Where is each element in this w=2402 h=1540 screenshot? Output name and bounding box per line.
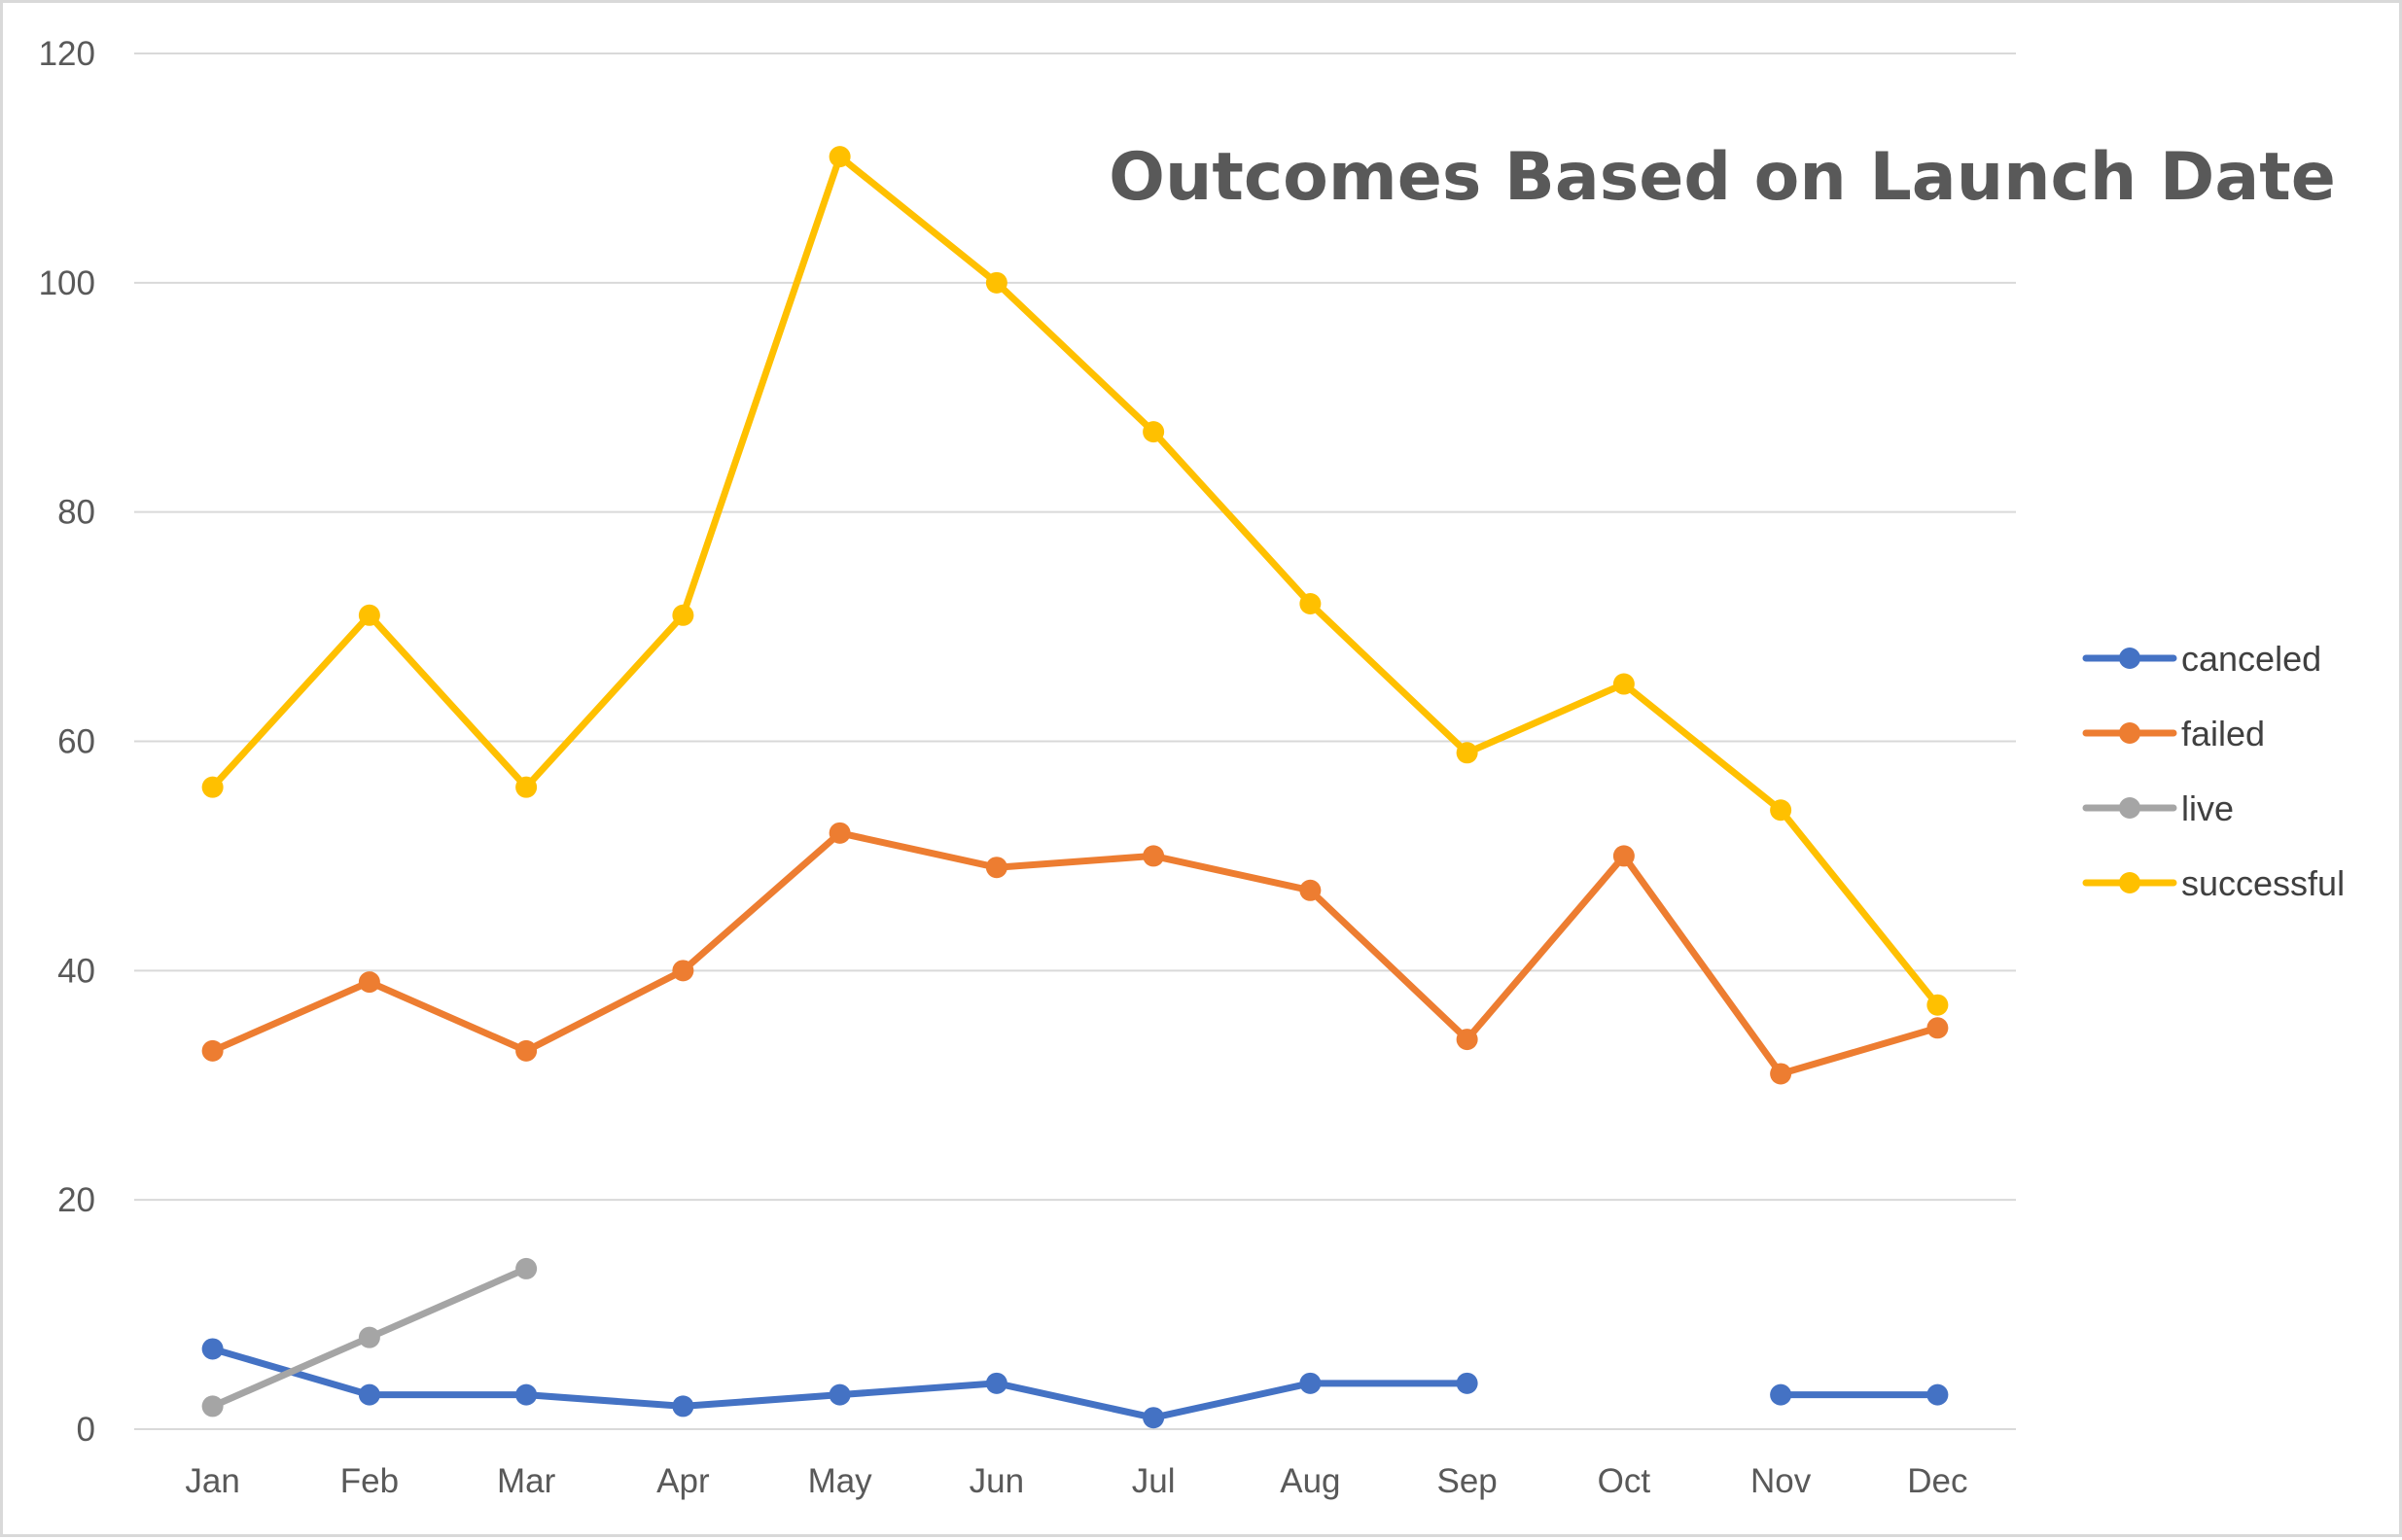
series-line-canceled xyxy=(209,1345,1471,1421)
series-line-successful xyxy=(209,153,1941,1009)
data-point-failed xyxy=(1926,1017,1949,1039)
series-live xyxy=(201,1257,538,1418)
y-tick-label: 60 xyxy=(57,723,95,761)
data-point-canceled xyxy=(515,1383,538,1406)
data-point-failed xyxy=(985,857,1007,879)
legend-swatch-marker xyxy=(2119,797,2140,819)
data-point-live xyxy=(515,1257,538,1279)
y-tick-label: 80 xyxy=(57,494,95,532)
data-point-canceled xyxy=(1143,1407,1165,1429)
data-point-canceled xyxy=(672,1395,694,1418)
legend-swatch-marker xyxy=(2119,722,2140,744)
data-point-successful xyxy=(1456,742,1478,764)
data-point-successful xyxy=(358,604,380,626)
y-axis-tick-labels: 0 20 40 60 80 100 120 xyxy=(39,35,95,1449)
legend-swatch-marker xyxy=(2119,648,2140,669)
x-tick-label: Dec xyxy=(1907,1462,1967,1500)
x-tick-label: Apr xyxy=(656,1462,710,1500)
data-point-successful xyxy=(829,146,851,168)
data-point-failed xyxy=(201,1039,224,1062)
line-chart: 0 20 40 60 80 100 120 Jan Feb Mar Apr May Jun Jul Aug… xyxy=(39,35,2345,1500)
series-failed xyxy=(201,822,1949,1085)
legend-label: successful xyxy=(2181,863,2345,903)
data-point-canceled xyxy=(985,1372,1007,1394)
data-point-failed xyxy=(515,1039,538,1062)
data-point-failed xyxy=(829,822,851,844)
x-tick-label: Jan xyxy=(185,1462,239,1500)
legend-item-failed: failed xyxy=(2082,714,2265,753)
legend-swatch-marker xyxy=(2119,872,2140,893)
data-point-successful xyxy=(985,271,1007,294)
y-tick-label: 120 xyxy=(39,35,95,73)
series-lines xyxy=(201,146,1949,1429)
series-canceled xyxy=(201,1338,1949,1429)
x-tick-label: Jun xyxy=(970,1462,1024,1500)
data-point-successful xyxy=(515,776,538,798)
data-point-failed xyxy=(1770,1063,1792,1085)
legend-item-canceled: canceled xyxy=(2082,639,2321,679)
y-tick-label: 100 xyxy=(39,264,95,302)
data-point-failed xyxy=(1612,845,1635,867)
data-point-failed xyxy=(1299,879,1322,901)
data-point-successful xyxy=(1143,421,1165,443)
x-tick-label: Jul xyxy=(1132,1462,1176,1500)
data-point-canceled xyxy=(1770,1383,1792,1406)
data-point-canceled xyxy=(1299,1372,1322,1394)
data-point-failed xyxy=(1456,1029,1478,1051)
y-tick-label: 20 xyxy=(57,1181,95,1219)
x-tick-label: Aug xyxy=(1280,1462,1340,1500)
x-tick-label: Nov xyxy=(1750,1462,1812,1500)
data-point-successful xyxy=(1612,673,1635,695)
y-tick-label: 0 xyxy=(77,1411,95,1449)
x-tick-label: Oct xyxy=(1598,1462,1651,1500)
data-point-live xyxy=(358,1326,380,1348)
data-point-canceled xyxy=(201,1338,224,1360)
data-point-canceled xyxy=(1926,1383,1949,1406)
chart-title: Outcomes Based on Launch Date xyxy=(1109,139,2336,216)
gridlines xyxy=(134,52,2016,1430)
data-point-successful xyxy=(672,604,694,626)
data-point-failed xyxy=(672,960,694,982)
data-point-canceled xyxy=(358,1383,380,1406)
legend-item-successful: successful xyxy=(2082,863,2345,903)
x-axis-tick-labels: Jan Feb Mar Apr May Jun Jul Aug Sep Oct Nov Dec xyxy=(185,1462,1967,1500)
data-point-canceled xyxy=(829,1383,851,1406)
x-tick-label: Sep xyxy=(1436,1462,1497,1500)
legend-item-live: live xyxy=(2082,788,2234,828)
series-successful xyxy=(201,146,1949,1016)
data-point-failed xyxy=(358,971,380,994)
legend: canceled failed live successful xyxy=(2082,639,2345,903)
x-tick-label: Feb xyxy=(340,1462,399,1500)
x-tick-label: Mar xyxy=(497,1462,556,1500)
data-point-successful xyxy=(1926,994,1949,1016)
data-point-live xyxy=(201,1395,224,1418)
x-tick-label: May xyxy=(808,1462,873,1500)
data-point-successful xyxy=(1770,799,1792,822)
data-point-failed xyxy=(1143,845,1165,867)
legend-label: canceled xyxy=(2181,639,2321,679)
data-point-successful xyxy=(201,776,224,798)
legend-label: live xyxy=(2181,788,2234,828)
series-line-failed xyxy=(209,829,1941,1077)
data-point-canceled xyxy=(1456,1372,1478,1394)
data-point-successful xyxy=(1299,593,1322,614)
y-tick-label: 40 xyxy=(57,952,95,990)
legend-label: failed xyxy=(2181,714,2265,753)
